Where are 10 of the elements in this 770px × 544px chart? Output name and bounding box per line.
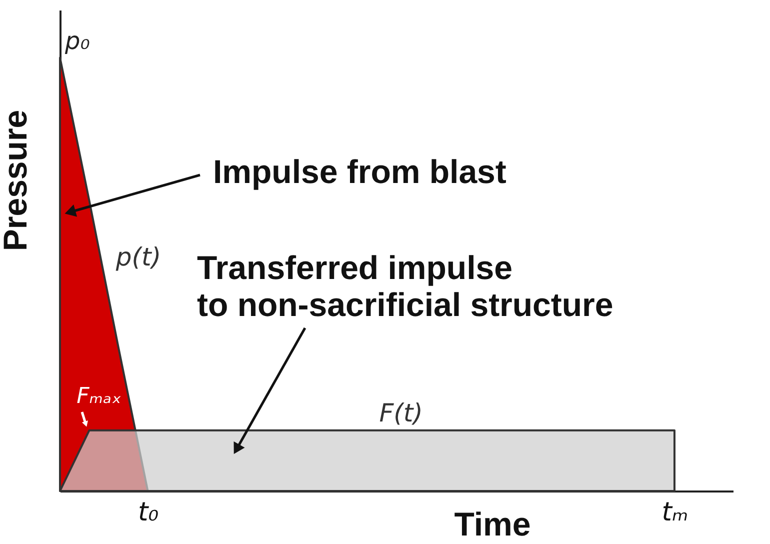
annotation: Transferred impulse to non-sacrificial structure [197,249,614,323]
text: p₀ [64,27,90,55]
x-axis-title: Time [454,506,531,542]
annotation: Impulse from blast [213,153,506,190]
series-label: F(t) [379,398,423,428]
series-label: p(t) [114,242,162,272]
x-tick-label: t₀ [138,498,160,528]
x-tick-label: tₘ [662,498,688,528]
annotation: Fₘₐₓ [76,384,122,409]
y-axis-title: Pressure [0,110,34,252]
